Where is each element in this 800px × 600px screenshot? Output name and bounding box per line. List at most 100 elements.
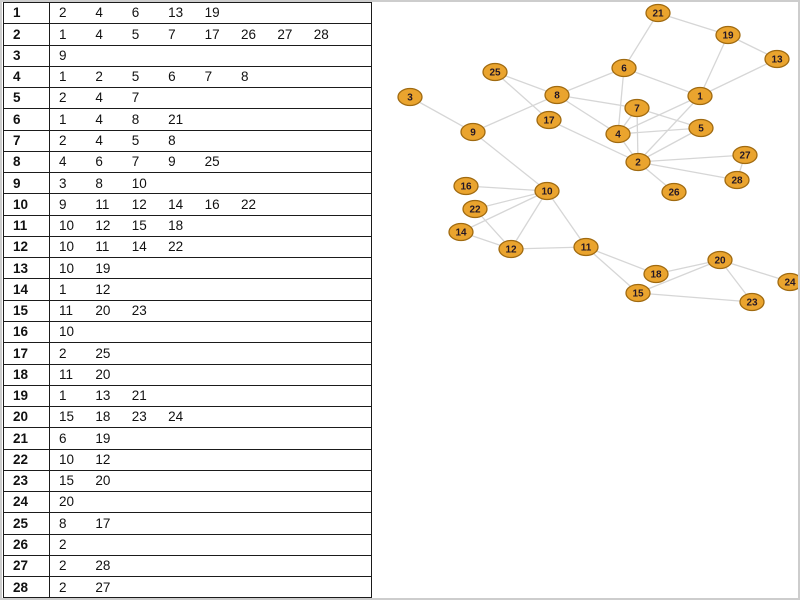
neighbor-value: 4 [95,26,103,42]
node-circle [688,118,714,138]
node-label: 21 [652,9,664,20]
graph-edge-11-18 [585,246,657,275]
node-circle [544,85,570,105]
neighbor-value: 13 [95,388,111,404]
table-row: 28 2 27 [3,576,372,598]
node-label: 25 [489,68,501,79]
graph-edge-4-6 [617,67,625,135]
neighbor-value: 10 [59,324,75,340]
neighbor-value: 1 [59,111,67,127]
node-label: 7 [634,104,640,115]
graph-node-22: 22 [462,199,488,219]
graph-edge-7-8 [556,94,638,109]
node-circle [534,181,560,201]
graph-edge-3-9 [409,96,474,133]
node-label: 27 [739,151,751,162]
graph-node-17: 17 [536,110,562,130]
neighbor-value: 8 [131,111,140,127]
neighbor-value: 7 [131,154,140,170]
node-label: 16 [460,182,472,193]
neighbor-value: 8 [59,515,67,531]
row-vertex-id: 28 [3,576,50,598]
neighbor-value: 15 [59,409,75,425]
node-label: 18 [650,270,662,281]
neighbor-value: 12 [95,451,111,467]
neighbor-value: 20 [95,473,111,489]
node-circle [448,222,474,242]
node-label: 26 [668,188,680,199]
node-label: 17 [543,116,555,127]
row-neighbor-list: 10 11 14 22 [49,235,372,259]
neighbor-value: 6 [95,154,103,170]
node-circle [764,49,790,69]
neighbor-value: 20 [95,303,111,319]
row-vertex-id: 22 [3,448,50,471]
node-circle [462,199,488,219]
neighbor-value: 9 [59,47,67,63]
neighbor-value: 15 [131,218,147,234]
node-circle [687,86,713,106]
neighbor-value: 10 [59,451,75,467]
graph-edge-17-25 [494,71,550,121]
neighbor-value: 25 [204,154,220,170]
table-row: 11 10 12 15 18 [3,214,372,237]
graph-node-1: 1 [687,86,713,106]
graph-edge-15-23 [637,292,753,303]
node-circle [715,25,741,45]
node-circle [460,122,486,142]
graph-edge-20-24 [719,259,791,283]
graph-edge-2-5 [637,127,702,163]
neighbor-value: 19 [95,430,111,446]
node-circle [453,176,479,196]
node-label: 8 [554,91,560,102]
node-circle [707,250,733,270]
neighbor-value: 2 [59,558,67,574]
row-neighbor-list: 2 27 [49,576,372,598]
graph-node-3: 3 [397,87,423,107]
graph-node-6: 6 [611,58,637,78]
graph-edge-10-22 [474,190,548,210]
neighbor-value: 2 [95,69,103,85]
graph-edge-2-28 [637,161,738,181]
graph-edge-1-13 [699,58,778,97]
graph-node-12: 12 [498,239,524,259]
neighbor-value: 11 [95,196,110,212]
neighbor-value: 22 [168,239,184,255]
neighbor-value: 2 [59,5,67,21]
graph-edge-4-8 [556,94,619,135]
graph-edge-1-2 [637,95,701,163]
neighbor-value: 8 [240,69,249,85]
neighbor-value: 2 [59,90,67,106]
neighbor-value: 8 [168,132,176,148]
neighbor-value: 15 [59,473,75,489]
node-circle [605,124,631,144]
neighbor-value: 12 [131,196,147,212]
graph-edge-10-11 [546,190,587,248]
adjacency-table: 1 2 4 6 13 19 2 1 4 5 7 17 26 27 28 3 9 4 1 2 5 6 7 8 5 2 4 7 6 1 4 8 21… [3,2,372,598]
node-circle [624,98,650,118]
node-label: 12 [505,245,517,256]
neighbor-value: 20 [59,494,75,510]
graph-node-10: 10 [534,181,560,201]
node-label: 1 [697,92,703,103]
node-circle [536,110,562,130]
row-vertex-id: 24 [3,491,50,514]
graph-node-24: 24 [777,272,798,292]
graph-node-11: 11 [573,237,599,257]
neighbor-value: 17 [204,26,220,42]
node-label: 19 [722,31,734,42]
graph-node-9: 9 [460,122,486,142]
graph-edge-1-6 [623,67,701,97]
neighbor-value: 7 [131,90,140,106]
neighbor-value: 1 [59,388,67,404]
node-circle [397,87,423,107]
neighbor-value: 10 [59,260,75,276]
neighbor-value: 16 [204,196,220,212]
table-row: 2 1 4 5 7 17 26 27 28 [3,23,372,46]
graph-edge-9-10 [472,131,548,192]
neighbor-value: 14 [168,196,184,212]
neighbor-value: 10 [59,218,75,234]
graph-edge-1-19 [699,34,729,97]
